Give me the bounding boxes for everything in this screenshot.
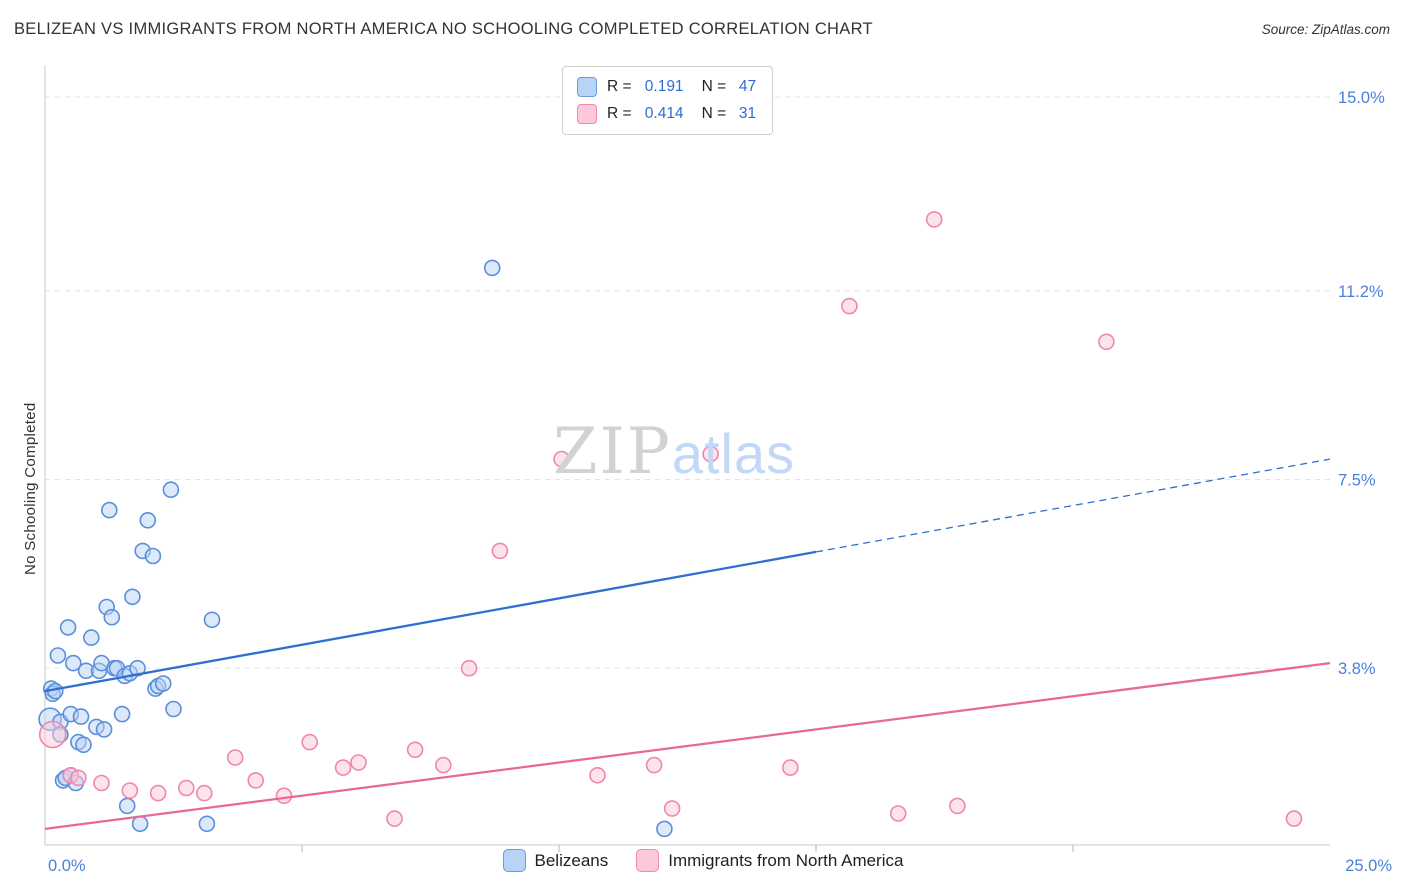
source-link[interactable]: Source: ZipAtlas.com <box>1261 22 1390 37</box>
legend-item-immigrants: Immigrants from North America <box>636 849 903 872</box>
scatter-point-immigrants-from-north-america <box>301 733 319 751</box>
scatter-point-belizeans <box>656 820 673 838</box>
scatter-point-immigrants-from-north-america <box>889 805 907 822</box>
scatter-point-belizeans <box>113 705 131 723</box>
trend-line-dashed <box>815 458 1331 553</box>
scatter-point-belizeans <box>198 815 216 833</box>
n-value: 47 <box>738 78 757 95</box>
scatter-point-immigrants-from-north-america <box>38 720 67 749</box>
scatter-point-belizeans <box>165 700 182 718</box>
scatter-point-belizeans <box>144 547 162 565</box>
legend-row-immigrants: R = 0.414 N = 31 <box>577 104 756 124</box>
x-tick-label: 25.0% <box>1345 857 1392 875</box>
scatter-point-immigrants-from-north-america <box>589 766 606 784</box>
scatter-point-immigrants-from-north-america <box>196 784 213 802</box>
trend-line-solid <box>44 550 817 693</box>
scatter-point-belizeans <box>203 611 221 629</box>
n-label: N = <box>701 105 727 122</box>
y-tick-label: 15.0% <box>1338 89 1385 107</box>
scatter-point-immigrants-from-north-america <box>93 774 110 792</box>
scatter-point-immigrants-from-north-america <box>553 450 570 468</box>
scatter-point-immigrants-from-north-america <box>275 787 293 805</box>
trend-line-solid <box>44 661 1331 830</box>
belizeans-swatch <box>502 849 526 872</box>
scatter-point-immigrants-from-north-america <box>491 542 509 560</box>
scatter-point-immigrants-from-north-america <box>178 779 195 797</box>
scatter-point-immigrants-from-north-america <box>841 297 858 315</box>
scatter-point-immigrants-from-north-america <box>1285 810 1303 827</box>
immigrants-swatch <box>577 104 597 124</box>
scatter-point-immigrants-from-north-america <box>70 769 87 787</box>
r-value: 0.414 <box>644 105 684 122</box>
y-tick-label: 7.5% <box>1338 472 1376 490</box>
chart-title: BELIZEAN VS IMMIGRANTS FROM NORTH AMERIC… <box>14 20 873 38</box>
x-tick-label: 0.0% <box>48 857 86 875</box>
scatter-point-belizeans <box>49 647 67 664</box>
scatter-point-immigrants-from-north-america <box>781 759 799 776</box>
scatter-point-immigrants-from-north-america <box>949 797 966 815</box>
scatter-point-immigrants-from-north-america <box>386 810 403 827</box>
y-tick-label: 11.2% <box>1338 283 1384 301</box>
scatter-point-belizeans <box>59 619 77 636</box>
scatter-point-immigrants-from-north-america <box>434 756 452 774</box>
scatter-point-belizeans <box>65 654 82 672</box>
scatter-point-immigrants-from-north-america <box>645 756 663 774</box>
scatter-point-immigrants-from-north-america <box>247 772 264 789</box>
n-value: 31 <box>738 105 757 122</box>
legend-label-immigrants: Immigrants from North America <box>668 850 904 870</box>
scatter-point-belizeans <box>139 511 157 529</box>
scatter-point-belizeans <box>118 797 136 815</box>
scatter-point-belizeans <box>162 481 180 499</box>
scatter-point-immigrants-from-north-america <box>663 800 681 817</box>
scatter-point-immigrants-from-north-america <box>226 749 244 766</box>
scatter-point-immigrants-from-north-america <box>925 211 943 228</box>
scatter-point-belizeans <box>101 501 118 519</box>
r-label: R = <box>607 105 632 122</box>
y-tick-label: 3.8% <box>1338 660 1376 678</box>
series-legend: Belizeans Immigrants from North America <box>0 849 1406 872</box>
legend-label-belizeans: Belizeans <box>534 850 609 870</box>
scatter-point-belizeans <box>103 608 121 626</box>
scatter-point-belizeans <box>124 588 141 606</box>
scatter-point-belizeans <box>483 259 501 277</box>
scatter-point-immigrants-from-north-america <box>149 784 167 802</box>
r-label: R = <box>607 78 632 95</box>
scatter-point-immigrants-from-north-america <box>702 445 719 463</box>
scatter-point-belizeans <box>75 736 92 754</box>
legend-item-belizeans: Belizeans <box>502 849 609 872</box>
scatter-point-immigrants-from-north-america <box>1098 333 1115 351</box>
scatter-point-immigrants-from-north-america <box>350 754 367 771</box>
belizeans-swatch <box>577 77 597 97</box>
scatter-point-belizeans <box>129 659 146 677</box>
scatter-point-immigrants-from-north-america <box>121 782 139 799</box>
scatter-point-immigrants-from-north-america <box>460 659 478 677</box>
r-value: 0.191 <box>644 78 684 95</box>
scatter-point-immigrants-from-north-america <box>334 759 352 776</box>
scatter-point-belizeans <box>131 815 149 833</box>
chart-header: BELIZEAN VS IMMIGRANTS FROM NORTH AMERIC… <box>14 20 1390 39</box>
correlation-legend-box: R = 0.191 N = 47 R = 0.414 N = 31 <box>562 66 774 135</box>
scatter-point-belizeans <box>95 721 113 738</box>
scatter-point-immigrants-from-north-america <box>406 741 424 759</box>
scatter-point-belizeans <box>154 675 172 692</box>
legend-row-belizeans: R = 0.191 N = 47 <box>577 77 756 97</box>
immigrants-swatch <box>636 849 660 872</box>
scatter-point-belizeans <box>72 708 90 725</box>
scatter-point-belizeans <box>83 629 100 646</box>
n-label: N = <box>701 78 727 95</box>
